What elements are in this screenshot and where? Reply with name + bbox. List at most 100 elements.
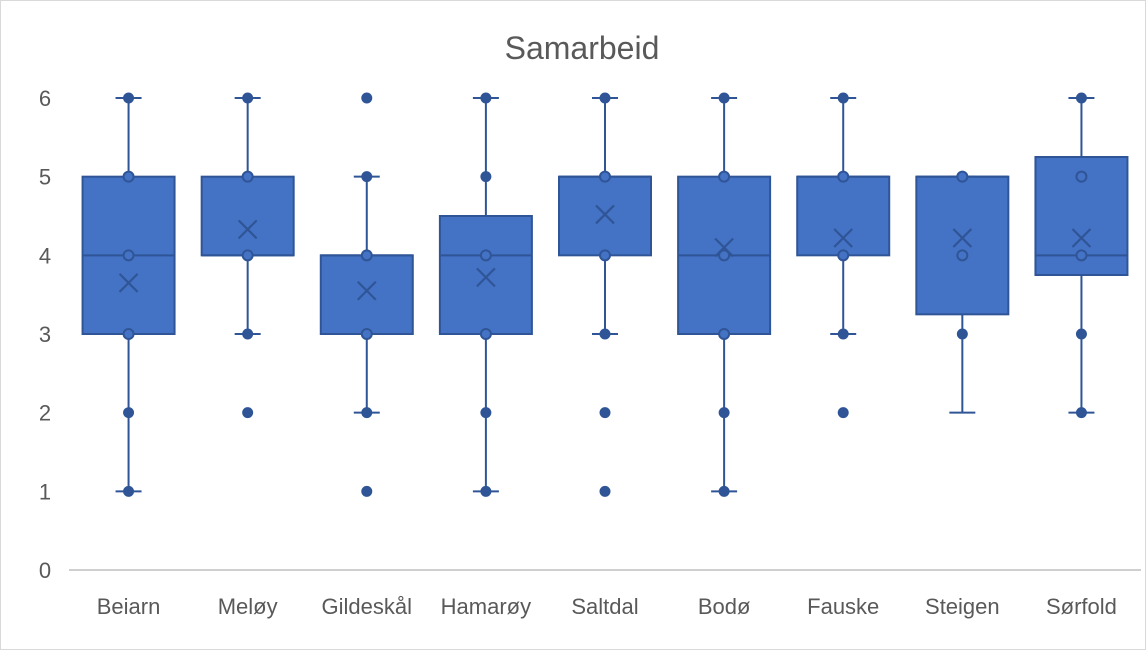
data-point xyxy=(837,249,850,262)
data-point xyxy=(718,92,730,104)
x-tick-label: Hamarøy xyxy=(441,594,531,619)
box-group xyxy=(200,92,295,419)
data-point xyxy=(956,170,969,183)
x-tick-label: Fauske xyxy=(807,594,879,619)
data-point xyxy=(479,249,492,262)
data-point xyxy=(360,249,373,262)
x-tick-label: Saltdal xyxy=(571,594,638,619)
data-point xyxy=(361,407,373,419)
mean-marker-stroke xyxy=(833,228,854,248)
data-point xyxy=(599,328,611,340)
data-point xyxy=(1075,249,1088,262)
data-point xyxy=(599,407,611,419)
data-point xyxy=(360,328,373,340)
mean-marker xyxy=(952,228,973,248)
data-point xyxy=(361,171,373,183)
x-tick-label: Meløy xyxy=(218,594,278,619)
mean-marker-stroke xyxy=(714,237,734,258)
y-tick-label: 1 xyxy=(39,479,51,504)
data-point xyxy=(1075,328,1087,340)
plot-area xyxy=(81,92,1129,497)
iqr-box xyxy=(796,175,891,257)
data-point xyxy=(480,407,492,419)
box-group xyxy=(558,92,652,497)
box-group xyxy=(677,92,772,497)
data-point xyxy=(837,170,850,183)
data-point xyxy=(123,407,135,419)
data-point xyxy=(599,249,611,262)
data-point xyxy=(361,485,373,497)
data-point xyxy=(599,92,611,104)
data-point xyxy=(718,485,730,497)
data-point xyxy=(718,170,731,183)
y-tick-label: 3 xyxy=(39,322,51,347)
data-point xyxy=(242,407,254,419)
mean-marker-stroke xyxy=(595,204,615,225)
data-point xyxy=(242,92,254,104)
iqr-box xyxy=(558,175,652,257)
box-group xyxy=(438,92,533,497)
y-axis: 0 1 2 3 4 5 6 xyxy=(39,86,51,583)
mean-marker xyxy=(237,219,258,240)
data-point xyxy=(480,92,492,104)
data-point xyxy=(718,249,731,262)
x-axis: Beiarn Meløy Gildeskål Hamarøy Saltdal Bodø Fa… xyxy=(69,569,1141,619)
x-tick-label: Bodø xyxy=(698,594,751,619)
data-point xyxy=(956,328,968,340)
box-group xyxy=(319,92,414,497)
data-point xyxy=(718,407,730,419)
mean-marker-stroke xyxy=(1071,228,1092,248)
mean-marker xyxy=(356,280,377,301)
mean-marker xyxy=(833,228,854,248)
data-point xyxy=(123,485,135,497)
data-point xyxy=(1075,170,1088,183)
box-group xyxy=(915,170,1010,414)
y-tick-label: 5 xyxy=(39,165,51,190)
iqr-box xyxy=(915,175,1010,316)
data-point xyxy=(479,328,492,340)
y-tick-label: 0 xyxy=(39,558,51,583)
data-point xyxy=(241,249,254,262)
y-tick-label: 2 xyxy=(39,401,51,426)
data-point xyxy=(837,407,849,419)
iqr-box xyxy=(319,254,414,335)
iqr-box xyxy=(438,215,533,335)
mean-marker xyxy=(118,273,139,293)
y-tick-label: 4 xyxy=(39,243,51,268)
mean-marker-stroke xyxy=(118,273,139,293)
mean-marker xyxy=(476,267,496,288)
data-point xyxy=(599,170,611,183)
iqr-box xyxy=(200,175,295,257)
data-point xyxy=(122,328,135,340)
mean-marker xyxy=(1071,228,1092,248)
data-point xyxy=(1075,92,1087,104)
data-point xyxy=(1075,407,1087,419)
y-tick-label: 6 xyxy=(39,86,51,111)
x-tick-label: Sørfold xyxy=(1046,594,1117,619)
chart-title: Samarbeid xyxy=(505,30,660,66)
mean-marker xyxy=(714,237,734,258)
data-point xyxy=(837,328,849,340)
x-tick-label: Beiarn xyxy=(97,594,161,619)
box-group xyxy=(796,92,891,419)
mean-marker-stroke xyxy=(476,267,496,288)
data-point xyxy=(718,328,731,340)
data-point xyxy=(122,170,135,183)
data-point xyxy=(242,328,254,340)
data-point xyxy=(122,249,135,262)
data-point xyxy=(241,170,254,183)
box-group xyxy=(1034,92,1129,419)
data-point xyxy=(480,171,492,183)
data-point xyxy=(123,92,135,104)
data-point xyxy=(837,92,849,104)
mean-marker-stroke xyxy=(237,219,258,240)
x-tick-label: Gildeskål xyxy=(322,594,412,619)
mean-marker xyxy=(595,204,615,225)
mean-marker-stroke xyxy=(952,228,973,248)
mean-marker-stroke xyxy=(356,280,377,301)
x-tick-label: Steigen xyxy=(925,594,1000,619)
data-point xyxy=(480,485,492,497)
data-point xyxy=(956,249,969,262)
